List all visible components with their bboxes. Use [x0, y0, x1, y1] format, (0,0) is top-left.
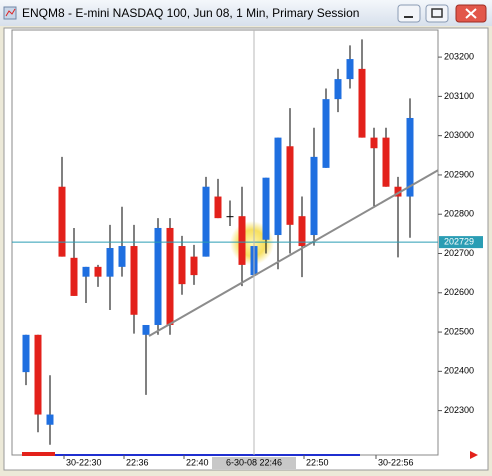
candle-body — [382, 137, 390, 187]
x-tick-label: 22:36 — [126, 457, 149, 467]
candle-body — [106, 247, 114, 277]
candle-body — [94, 266, 102, 277]
candle-body — [130, 246, 138, 315]
candle-body — [394, 186, 402, 197]
candle-body — [298, 216, 306, 247]
maximize-glyph — [431, 8, 443, 18]
y-tick-label: 203200 — [444, 51, 474, 61]
y-tick-label: 202500 — [444, 326, 474, 336]
candle-body — [70, 257, 78, 296]
candle-body — [178, 246, 186, 285]
window-icon-glyph — [5, 8, 16, 17]
window-title: ENQM8 - E-mini NASDAQ 100, Jun 08, 1 Min… — [22, 6, 359, 20]
candle-body — [310, 156, 318, 236]
scroll-start — [22, 452, 55, 456]
x-tick-label: 22:50 — [306, 457, 329, 467]
y-tick-label: 202300 — [444, 405, 474, 415]
candle-body — [34, 334, 42, 415]
candle-body — [154, 227, 162, 325]
candle-body — [262, 177, 270, 240]
crosshair-time-box — [212, 457, 296, 469]
crosshair-time-label: 6-30-08 22:46 — [226, 457, 282, 467]
candle-body — [370, 137, 378, 149]
candle-body — [58, 186, 66, 257]
candle-body — [238, 216, 246, 265]
candle-body — [358, 68, 366, 138]
y-tick-label: 203100 — [444, 91, 474, 101]
candle-body — [166, 227, 174, 325]
candle-body — [274, 137, 282, 236]
candle-body — [118, 246, 126, 267]
y-tick-label: 202400 — [444, 366, 474, 376]
candle-body — [190, 256, 198, 276]
x-tick-label: 30-22:30 — [66, 457, 102, 467]
y-tick-label: 202700 — [444, 248, 474, 258]
candle-body — [334, 79, 342, 100]
close-glyph — [465, 8, 477, 19]
candle-body — [346, 59, 354, 80]
maximize-button[interactable] — [425, 4, 449, 23]
trendline — [148, 169, 439, 337]
candle-body — [214, 196, 222, 219]
window-icon — [3, 6, 17, 20]
candle-body — [226, 216, 234, 218]
candle-body — [82, 266, 90, 277]
candle-body — [286, 146, 294, 225]
candle-body — [46, 414, 54, 425]
crosshair-price-label: 202729 — [444, 236, 474, 246]
candle-body — [202, 186, 210, 257]
candle-body — [22, 334, 30, 373]
y-tick-label: 202600 — [444, 287, 474, 297]
x-tick-label: 22:40 — [186, 457, 209, 467]
crosshair-price-box — [439, 236, 483, 249]
y-tick-label: 202900 — [444, 169, 474, 179]
minimize-button[interactable] — [397, 4, 421, 23]
y-tick-label: 202800 — [444, 209, 474, 219]
x-tick-label: 30-22:56 — [378, 457, 414, 467]
y-tick-label: 203000 — [444, 130, 474, 140]
candle-body — [322, 99, 330, 168]
candle-body — [406, 117, 414, 197]
candle-body — [142, 324, 150, 335]
scroll-arrow[interactable] — [470, 451, 478, 459]
